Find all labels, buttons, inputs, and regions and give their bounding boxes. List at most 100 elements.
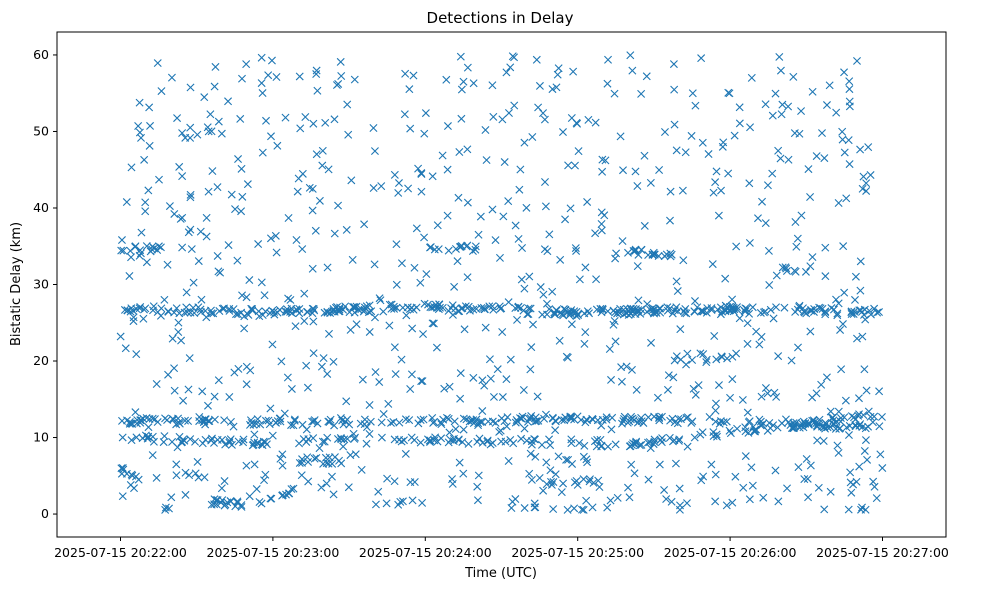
detection-point xyxy=(552,83,561,92)
detection-point xyxy=(551,470,560,479)
detection-point xyxy=(841,396,850,405)
detection-point xyxy=(170,209,179,218)
detection-point xyxy=(540,115,549,124)
detection-point xyxy=(499,212,508,221)
detection-point xyxy=(772,271,781,280)
detection-point xyxy=(822,373,831,382)
detection-point xyxy=(339,420,348,429)
detection-point xyxy=(707,460,716,469)
detection-point xyxy=(503,413,512,422)
detection-point xyxy=(872,494,881,503)
detection-point xyxy=(748,303,757,312)
detection-point xyxy=(308,206,317,215)
detection-point xyxy=(459,77,468,86)
detection-point xyxy=(540,245,549,254)
detection-point xyxy=(383,474,392,483)
detection-point xyxy=(763,389,772,398)
detection-point xyxy=(774,146,783,155)
detection-point xyxy=(195,413,204,421)
detection-point xyxy=(121,344,130,353)
detection-point xyxy=(807,306,816,315)
detection-point xyxy=(173,443,182,452)
detection-point xyxy=(553,70,562,79)
detection-point xyxy=(225,306,234,315)
detection-point xyxy=(579,475,588,484)
detection-point xyxy=(582,415,591,424)
detection-point xyxy=(588,415,597,424)
detection-point xyxy=(178,243,187,252)
detection-point xyxy=(153,59,162,68)
detection-point xyxy=(847,307,856,316)
detection-point xyxy=(362,439,371,448)
detection-point xyxy=(493,365,502,374)
detection-point xyxy=(291,322,300,331)
detection-point xyxy=(412,224,421,233)
detection-point xyxy=(859,172,868,181)
detection-point xyxy=(728,498,737,507)
detection-point xyxy=(612,249,621,258)
detection-point xyxy=(131,242,140,251)
detection-point xyxy=(321,118,330,127)
detection-point xyxy=(416,416,425,425)
detection-point xyxy=(674,414,683,423)
detection-point xyxy=(295,72,304,81)
detection-point xyxy=(827,413,836,422)
detection-point xyxy=(806,193,815,201)
detection-point xyxy=(145,103,154,112)
detection-point xyxy=(337,459,346,468)
detection-point xyxy=(518,244,527,252)
detection-point xyxy=(451,425,460,434)
detection-point xyxy=(215,307,224,316)
detection-point xyxy=(486,440,495,449)
detection-point xyxy=(601,156,610,165)
detection-point xyxy=(522,203,531,212)
detection-point xyxy=(175,162,184,171)
detection-point xyxy=(304,435,313,444)
detection-point xyxy=(691,390,700,399)
detection-point xyxy=(743,408,752,417)
detection-point xyxy=(488,205,497,214)
detection-point xyxy=(560,416,569,425)
detection-point xyxy=(267,56,276,65)
detection-point xyxy=(618,237,627,246)
detection-point xyxy=(391,370,400,379)
detection-point xyxy=(300,317,309,326)
detection-point xyxy=(343,100,352,109)
detection-point xyxy=(844,505,853,514)
detection-point xyxy=(255,312,264,321)
detection-point xyxy=(463,63,472,72)
detection-point xyxy=(167,493,176,502)
detection-point xyxy=(469,373,478,382)
detection-point xyxy=(500,158,509,167)
detection-point xyxy=(772,392,781,401)
detection-point xyxy=(390,170,399,179)
detection-point xyxy=(833,311,842,320)
detection-point xyxy=(129,313,138,322)
detection-point xyxy=(564,161,573,170)
detection-point xyxy=(541,178,549,186)
detection-point xyxy=(719,138,728,147)
detection-point xyxy=(207,127,216,136)
detection-point xyxy=(134,122,143,130)
detection-point xyxy=(633,182,642,190)
detection-point xyxy=(212,496,221,505)
detection-point xyxy=(297,471,306,480)
detection-point xyxy=(691,101,700,110)
detection-point xyxy=(755,415,764,424)
detection-point xyxy=(271,231,280,240)
detection-point xyxy=(844,136,853,145)
detection-point xyxy=(537,440,546,449)
detection-point xyxy=(234,155,243,164)
detection-point xyxy=(667,497,676,506)
y-tick-label: 60 xyxy=(33,47,49,62)
detection-point xyxy=(329,357,338,366)
detection-point xyxy=(581,263,590,272)
detection-point xyxy=(456,394,465,403)
detection-point xyxy=(735,314,744,323)
detection-point xyxy=(583,458,592,467)
detection-point xyxy=(310,454,319,463)
detection-point xyxy=(250,430,259,439)
detection-point xyxy=(735,103,744,112)
x-tick-label: 2025-07-15 20:23:00 xyxy=(207,545,340,560)
